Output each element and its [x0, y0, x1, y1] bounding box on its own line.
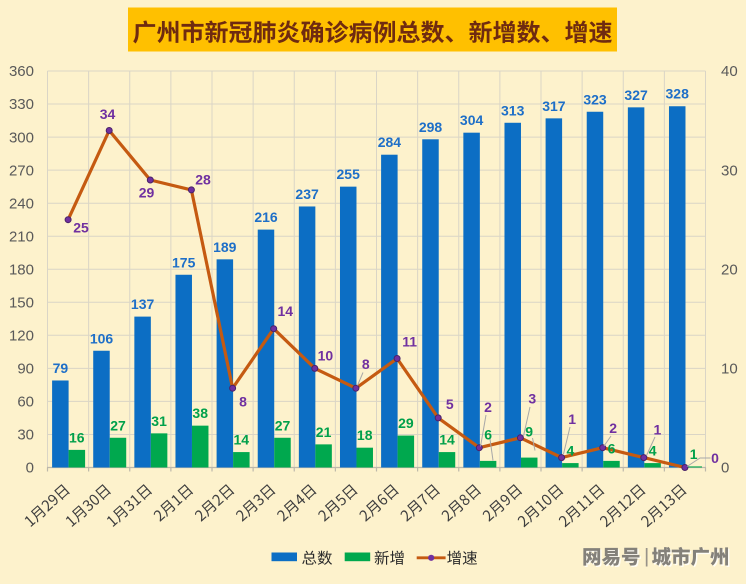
- svg-text:3: 3: [528, 391, 536, 407]
- svg-text:6: 6: [608, 440, 616, 456]
- svg-text:21: 21: [316, 424, 332, 440]
- svg-text:29: 29: [398, 415, 414, 431]
- svg-text:150: 150: [9, 295, 34, 312]
- svg-text:8: 8: [239, 394, 247, 410]
- svg-text:300: 300: [9, 129, 34, 146]
- svg-text:237: 237: [295, 186, 319, 202]
- svg-text:10: 10: [318, 348, 334, 364]
- svg-text:8: 8: [362, 356, 370, 372]
- svg-text:298: 298: [419, 119, 443, 135]
- svg-text:284: 284: [378, 134, 402, 150]
- svg-text:175: 175: [172, 254, 196, 270]
- svg-text:31: 31: [151, 413, 167, 429]
- svg-text:327: 327: [624, 87, 648, 103]
- svg-text:4: 4: [649, 443, 657, 459]
- svg-text:1: 1: [690, 446, 698, 462]
- svg-text:14: 14: [278, 303, 294, 319]
- svg-text:5: 5: [446, 396, 454, 412]
- svg-text:317: 317: [542, 98, 566, 114]
- svg-text:60: 60: [17, 394, 34, 411]
- svg-text:34: 34: [100, 106, 116, 122]
- svg-text:255: 255: [337, 166, 361, 182]
- svg-text:27: 27: [110, 417, 126, 433]
- svg-text:328: 328: [666, 86, 690, 102]
- svg-text:4: 4: [567, 443, 575, 459]
- svg-text:27: 27: [275, 417, 291, 433]
- svg-text:11: 11: [402, 334, 417, 350]
- svg-text:0: 0: [711, 450, 719, 466]
- svg-text:30: 30: [17, 427, 34, 444]
- svg-text:1: 1: [568, 411, 576, 427]
- svg-text:20: 20: [721, 261, 738, 278]
- svg-text:79: 79: [53, 360, 69, 376]
- svg-text:180: 180: [9, 261, 34, 278]
- svg-text:25: 25: [73, 220, 89, 236]
- svg-text:30: 30: [721, 162, 738, 179]
- svg-text:137: 137: [131, 296, 155, 312]
- svg-text:360: 360: [9, 63, 34, 80]
- svg-text:304: 304: [460, 112, 484, 128]
- svg-text:6: 6: [484, 426, 492, 442]
- svg-text:330: 330: [9, 96, 34, 113]
- svg-text:14: 14: [439, 432, 455, 448]
- svg-text:90: 90: [17, 361, 34, 378]
- svg-text:1: 1: [654, 421, 662, 437]
- svg-text:29: 29: [139, 185, 155, 201]
- svg-text:0: 0: [721, 460, 729, 477]
- svg-text:2: 2: [484, 399, 492, 415]
- svg-text:0: 0: [26, 460, 34, 477]
- svg-text:10: 10: [721, 361, 738, 378]
- svg-text:323: 323: [583, 91, 607, 107]
- svg-text:16: 16: [69, 429, 85, 445]
- svg-text:38: 38: [192, 405, 208, 421]
- svg-text:18: 18: [357, 427, 373, 443]
- svg-text:189: 189: [213, 239, 237, 255]
- svg-text:9: 9: [525, 424, 533, 440]
- svg-text:216: 216: [254, 209, 278, 225]
- svg-text:2: 2: [609, 420, 617, 436]
- svg-text:28: 28: [195, 172, 211, 188]
- svg-text:313: 313: [501, 102, 525, 118]
- svg-text:270: 270: [9, 162, 34, 179]
- svg-text:240: 240: [9, 195, 34, 212]
- svg-text:120: 120: [9, 328, 34, 345]
- svg-text:14: 14: [234, 432, 250, 448]
- svg-text:40: 40: [721, 63, 738, 80]
- svg-text:106: 106: [90, 330, 114, 346]
- svg-text:210: 210: [9, 228, 34, 245]
